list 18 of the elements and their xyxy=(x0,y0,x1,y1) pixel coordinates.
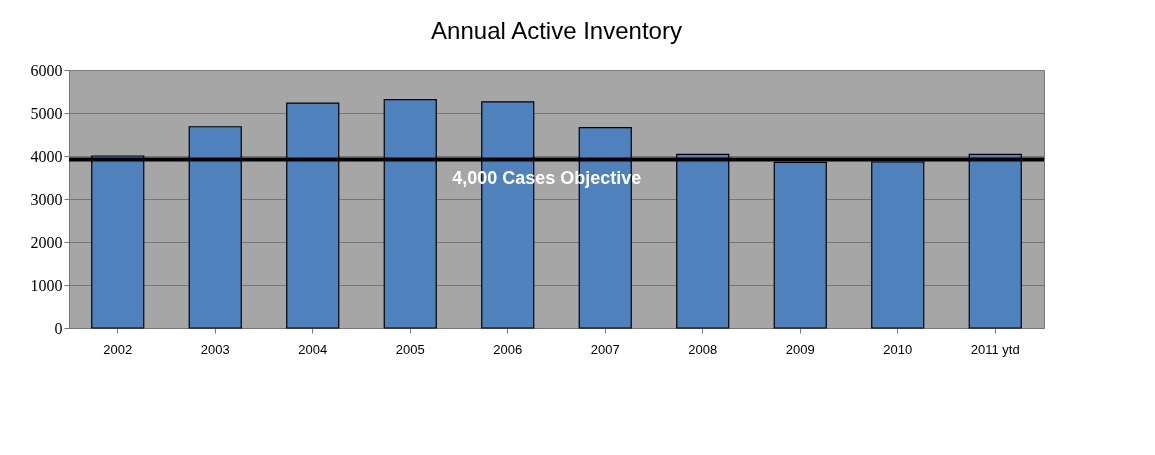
y-tick-label: 2000 xyxy=(30,233,63,251)
x-tick-label: 2004 xyxy=(298,341,328,357)
x-tick-label: 2002 xyxy=(103,341,133,357)
y-tick-label: 3000 xyxy=(30,190,63,208)
x-tick-label: 2011 ytd xyxy=(970,341,1020,357)
y-tick-label: 4000 xyxy=(30,147,63,165)
x-tick-label: 2008 xyxy=(688,341,718,357)
y-tick-label: 5000 xyxy=(30,104,63,122)
x-tick-label: 2005 xyxy=(395,341,425,357)
y-tick-label: 1000 xyxy=(30,276,63,294)
chart-title: Annual Active Inventory xyxy=(431,17,682,44)
y-tick-label: 6000 xyxy=(30,61,63,79)
x-tick-label: 2009 xyxy=(785,341,815,357)
x-tick-label: 2007 xyxy=(590,341,620,357)
x-tick-label: 2003 xyxy=(200,341,230,357)
y-tick-label: 0 xyxy=(54,319,63,337)
x-tick-label: 2006 xyxy=(493,341,523,357)
x-tick-label: 2010 xyxy=(883,341,913,357)
